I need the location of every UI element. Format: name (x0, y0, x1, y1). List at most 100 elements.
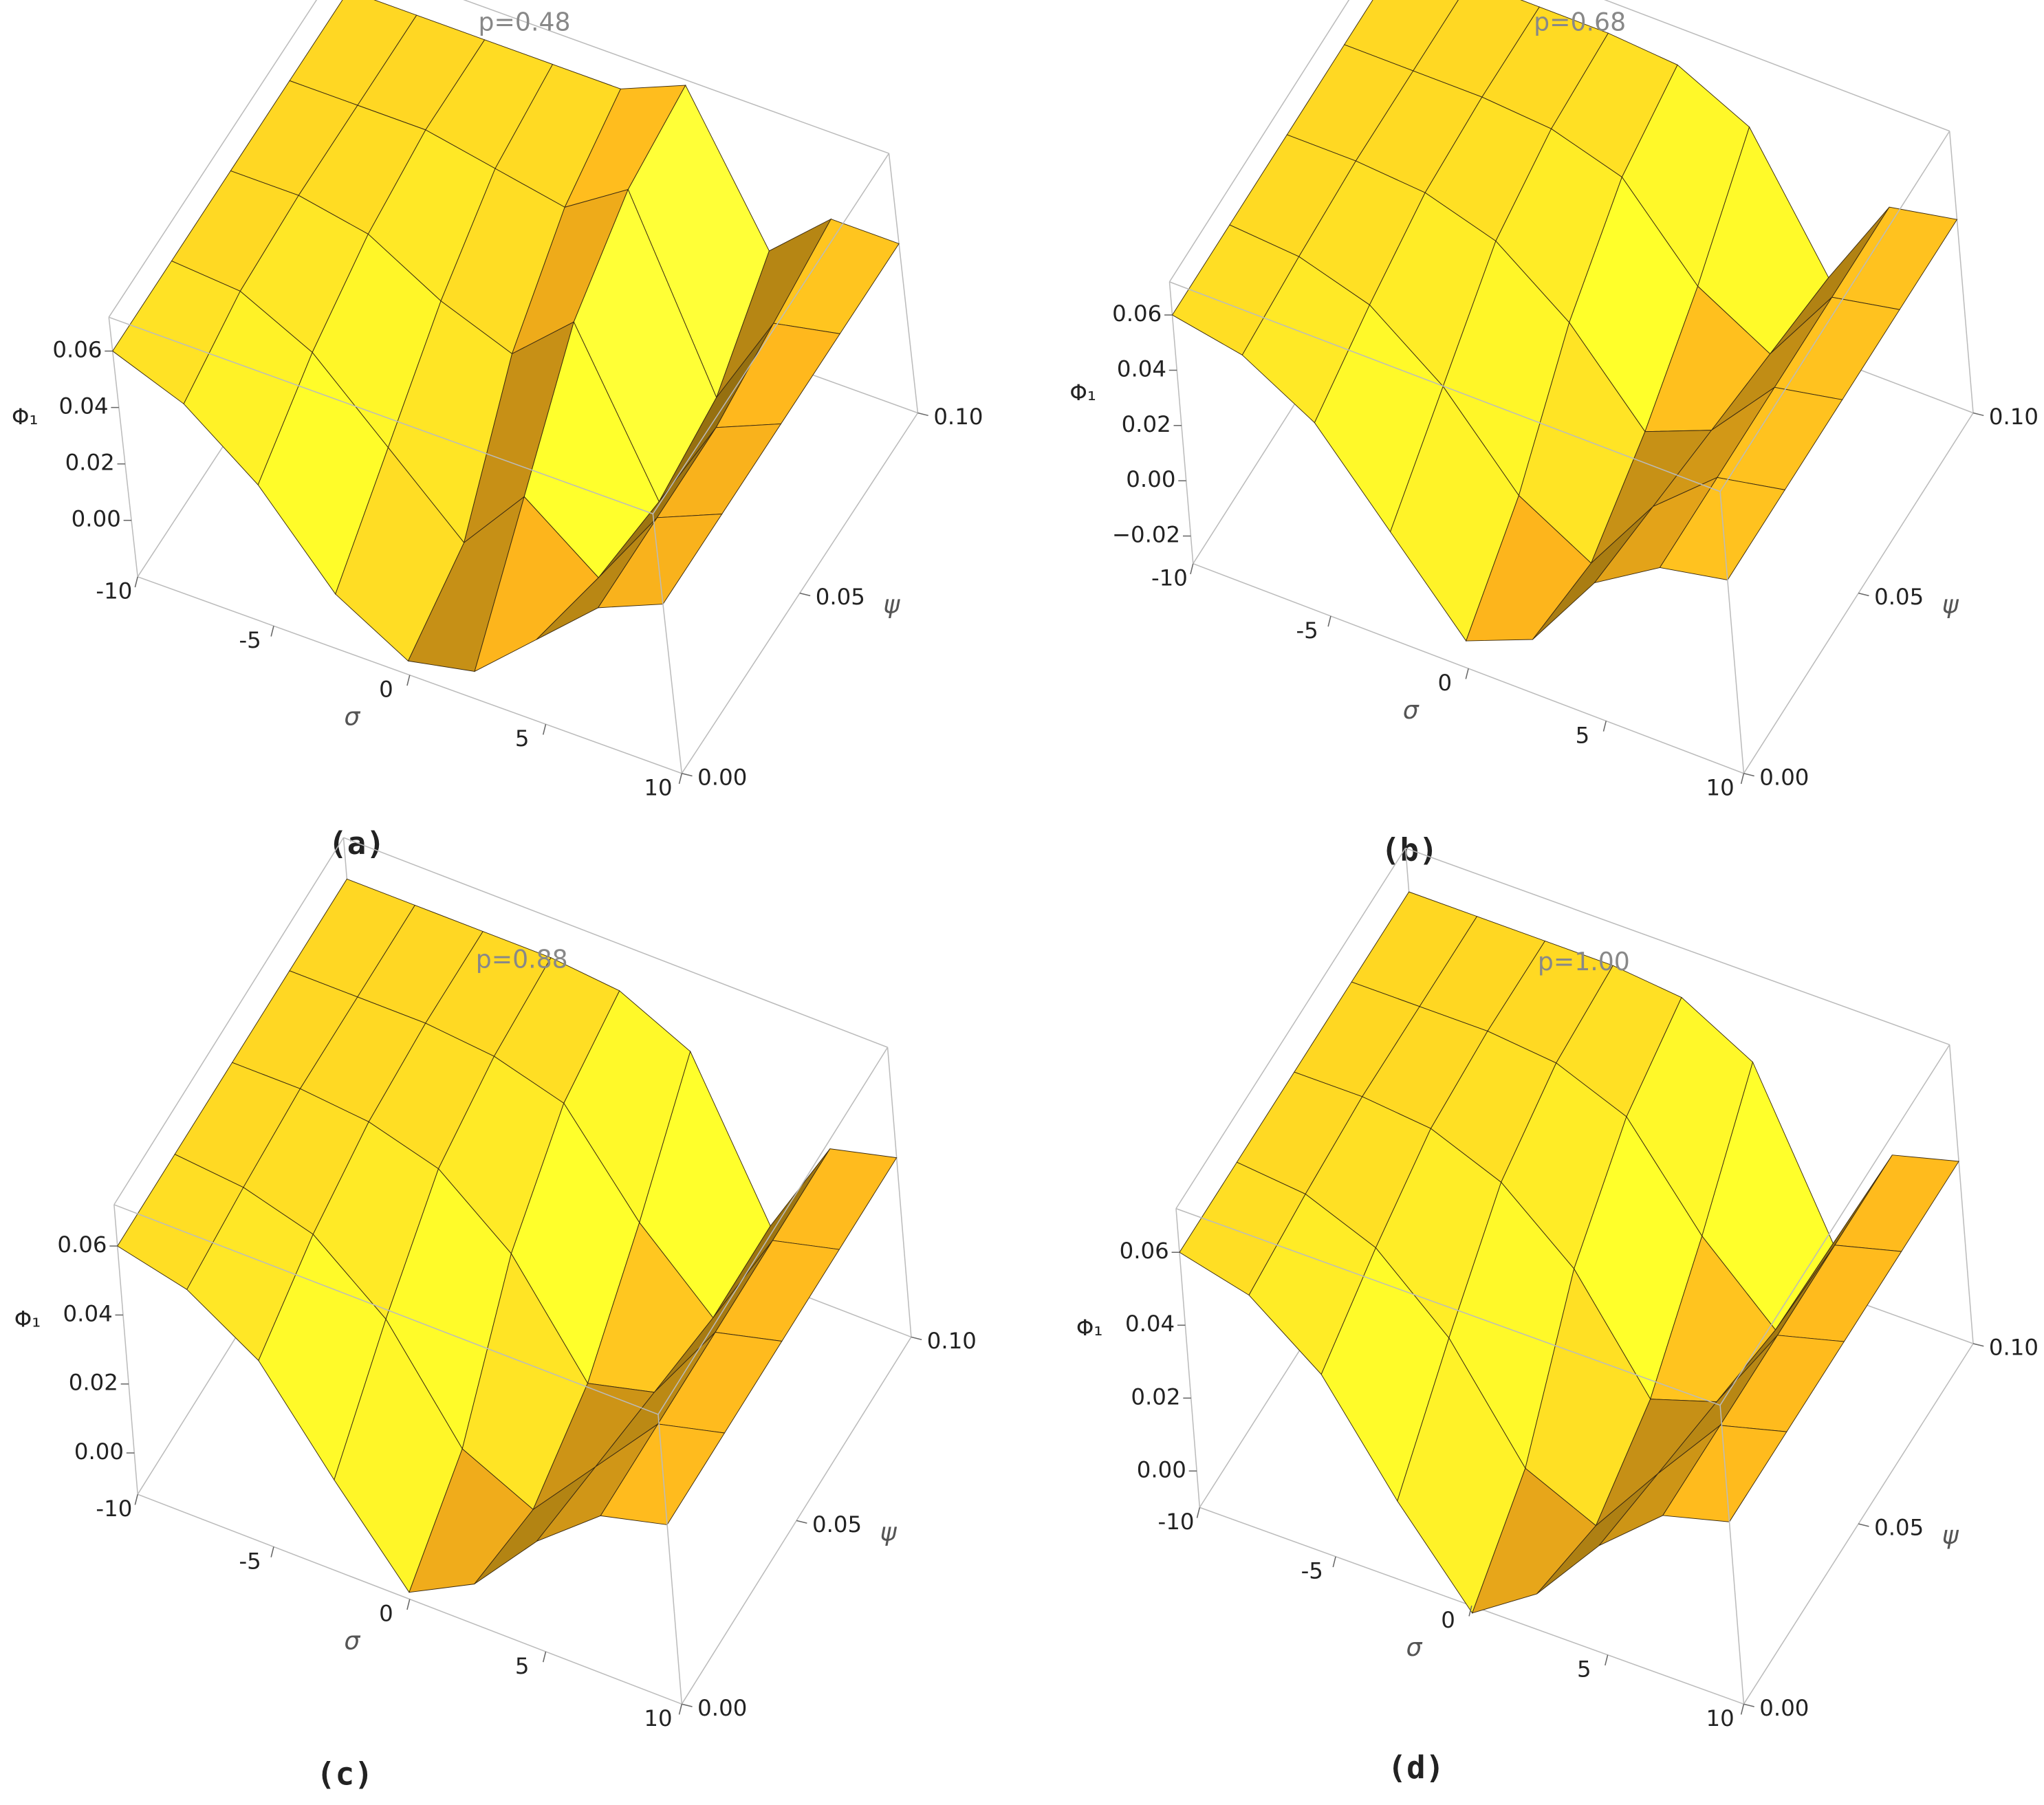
x-tick (270, 1546, 274, 1557)
y-tick-label: 0.05 (1874, 1515, 1924, 1541)
panel-title: p=0.48 (479, 7, 571, 36)
box-edge (1719, 491, 1745, 774)
y-tick-label: 0.05 (812, 1511, 862, 1538)
box-edge (463, 0, 889, 154)
surface-cell (1662, 1425, 1787, 1522)
box-edge (657, 1414, 683, 1705)
box-edge (657, 1047, 889, 1415)
box-edge (108, 316, 653, 514)
y-tick-label: 0.00 (697, 764, 747, 790)
x-axis-label: σ (344, 702, 360, 732)
panel-title: p=0.68 (1534, 7, 1626, 36)
x-tick (406, 1599, 411, 1610)
x-axis-label: σ (1403, 695, 1420, 725)
z-axis-label: Φ₁ (14, 1306, 41, 1333)
box-edge (108, 0, 318, 318)
panel-title: p=0.88 (476, 944, 568, 974)
surface-cell (597, 513, 723, 609)
box-edge (887, 1047, 912, 1337)
x-tick-label: 10 (644, 775, 672, 801)
panel-label: (a) (328, 825, 385, 862)
z-tick-label: 0.04 (1117, 355, 1166, 382)
z-tick-label: 0.02 (1122, 411, 1171, 437)
z-tick-label: 0.06 (1112, 300, 1162, 327)
y-axis-label: ψ (1942, 1520, 1959, 1550)
x-tick (134, 576, 138, 588)
y-tick (1858, 1523, 1869, 1527)
box-edge (1168, 0, 1350, 283)
box-edge (1168, 281, 1194, 564)
z-tick-label: 0.02 (1131, 1383, 1180, 1410)
x-tick (1740, 1704, 1745, 1715)
panel-title: p=1.00 (1538, 947, 1630, 976)
box-edge (1169, 281, 1721, 492)
surface-cell (1834, 1155, 1959, 1252)
box-edge (1948, 1044, 1974, 1344)
x-tick (542, 1651, 547, 1663)
x-tick (1468, 1606, 1472, 1617)
x-tick-label: 5 (515, 725, 530, 752)
z-axis-label: Φ₁ (1069, 380, 1096, 406)
y-axis-label: ψ (880, 1517, 898, 1546)
y-axis-label: ψ (883, 590, 900, 620)
y-tick (799, 592, 811, 597)
y-axis-label: ψ (1942, 590, 1959, 620)
x-tick-label: 5 (1577, 1656, 1591, 1683)
z-tick-label: 0.06 (1120, 1238, 1169, 1264)
box-edge (1719, 1405, 1745, 1705)
x-tick (678, 773, 683, 785)
z-tick-label: 0.00 (1126, 466, 1175, 492)
y-tick-label: 0.00 (697, 1695, 747, 1721)
y-tick (1743, 772, 1754, 777)
y-tick (1972, 1343, 1984, 1347)
y-tick-label: 0.00 (1759, 1695, 1809, 1721)
x-tick-label: 10 (644, 1705, 672, 1731)
z-tick-label: 0.06 (52, 337, 102, 363)
box-edge (108, 317, 138, 577)
box-edge (652, 514, 683, 774)
box-edge (652, 153, 890, 514)
x-tick-label: 5 (1576, 722, 1590, 748)
x-tick-label: 0 (379, 1601, 393, 1627)
x-tick (542, 724, 547, 735)
x-tick-label: -5 (239, 627, 261, 653)
y-tick-label: 0.00 (1759, 764, 1809, 790)
z-tick-label: 0.04 (58, 393, 108, 419)
box-edge (1405, 847, 1950, 1046)
z-tick-label: 0.00 (74, 1438, 124, 1465)
x-tick-label: 0 (1441, 1607, 1455, 1633)
x-tick-label: 5 (515, 1653, 530, 1679)
x-tick-label: -10 (96, 578, 132, 604)
panel-label: (d) (1388, 1749, 1445, 1786)
y-tick-label: 0.10 (933, 404, 983, 430)
x-tick-label: -10 (1151, 565, 1188, 591)
x-axis-label: σ (344, 1626, 360, 1656)
x-tick (678, 1704, 683, 1715)
y-tick (682, 1703, 693, 1707)
z-tick-label: 0.02 (65, 450, 115, 476)
y-tick (1972, 412, 1984, 417)
x-axis-label: σ (1406, 1632, 1423, 1662)
panel-label: (c) (316, 1756, 373, 1793)
x-tick-label: 10 (1706, 1705, 1735, 1731)
box-edge (681, 1337, 912, 1705)
y-tick (1743, 1703, 1754, 1707)
box-edge (113, 1204, 659, 1415)
y-tick-label: 0.05 (1874, 584, 1924, 610)
box-edge (1175, 847, 1406, 1210)
x-tick (1196, 1507, 1201, 1518)
x-tick (1190, 563, 1194, 575)
x-tick (406, 675, 411, 686)
box-edge (1948, 131, 1974, 413)
box-edge (1719, 131, 1950, 492)
box-edge (1175, 1208, 1201, 1508)
x-tick (134, 1494, 138, 1505)
y-tick-label: 0.10 (927, 1328, 977, 1354)
y-tick (682, 772, 693, 777)
box-edge (113, 837, 345, 1205)
x-tick-label: -5 (1296, 617, 1318, 644)
z-tick-label: 0.02 (69, 1370, 118, 1396)
z-tick-label: 0.00 (1137, 1456, 1186, 1483)
